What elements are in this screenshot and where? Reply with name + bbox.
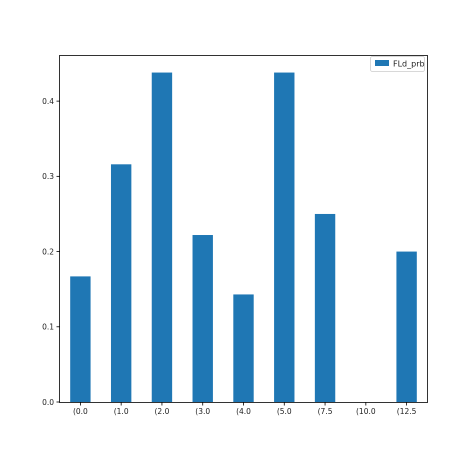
bar xyxy=(233,294,254,402)
legend-label: FLd_prb xyxy=(393,60,425,69)
bar xyxy=(192,235,213,402)
x-tick-label: (3.0 xyxy=(195,407,210,416)
bar xyxy=(396,251,417,402)
x-tick-label: (4.0 xyxy=(236,407,251,416)
x-tick-label: (5.0 xyxy=(277,407,292,416)
x-tick-label: (0.0 xyxy=(73,407,88,416)
y-tick-label: 0.4 xyxy=(42,97,54,106)
x-tick-label: (12.5 xyxy=(397,407,417,416)
x-axis-ticks: (0.0 (1.0 (2.0 (3.0 (4.0 (5.0 (7.5 (10.0 (12.5 xyxy=(73,402,417,416)
x-tick-label: (1.0 xyxy=(114,407,129,416)
bar xyxy=(110,164,132,402)
y-tick-label: 0.3 xyxy=(42,172,54,181)
plot-frame xyxy=(59,55,428,403)
y-tick-label: 0.2 xyxy=(42,247,54,256)
bar-group xyxy=(70,72,417,403)
bar xyxy=(151,72,173,403)
x-tick-label: (7.5 xyxy=(318,407,333,416)
legend: FLd_prb xyxy=(370,56,425,72)
x-tick-label: (10.0 xyxy=(356,407,376,416)
x-tick-label: (2.0 xyxy=(155,407,170,416)
bar xyxy=(70,276,91,402)
bar xyxy=(274,72,295,403)
bar xyxy=(314,213,336,402)
y-tick-label: 0.1 xyxy=(42,323,54,332)
y-tick-label: 0.0 xyxy=(42,398,54,407)
legend-swatch xyxy=(375,60,389,66)
